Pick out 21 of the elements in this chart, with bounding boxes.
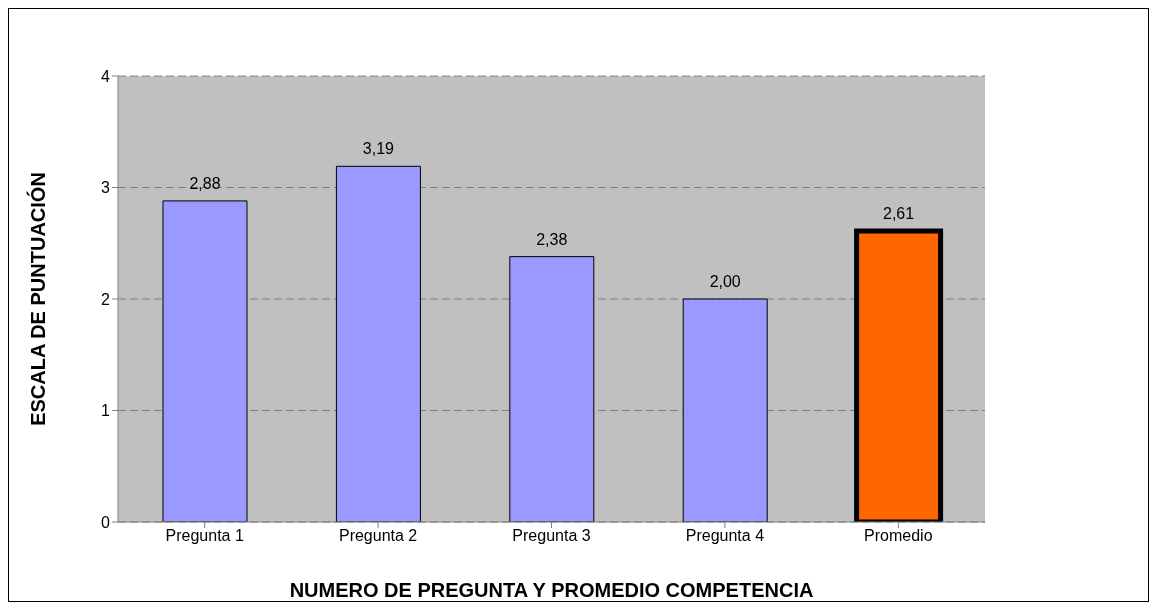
- bar: [335, 165, 421, 522]
- bar: [509, 256, 595, 522]
- y-tick-label: 2: [101, 290, 111, 308]
- y-tick-label: 0: [101, 513, 111, 531]
- y-tick-label: 1: [101, 402, 111, 420]
- x-tick-label: Pregunta 1: [165, 527, 244, 545]
- y-axis-title: ESCALA DE PUNTUACIÓN: [26, 172, 50, 426]
- bar: [162, 200, 248, 522]
- x-tick-label: Promedio: [864, 527, 933, 545]
- y-tick-label: 4: [101, 67, 111, 85]
- data-label: 2,61: [883, 204, 915, 222]
- x-tick-label: Pregunta 4: [685, 527, 765, 545]
- y-tick-label: 3: [101, 179, 111, 197]
- data-label: 2,00: [709, 273, 741, 290]
- data-label: 3,19: [362, 140, 395, 158]
- x-tick-label: Pregunta 3: [512, 527, 591, 545]
- data-label: 2,38: [536, 230, 568, 248]
- x-axis-title: NUMERO DE PREGUNTA Y PROMEDIO COMPETENCIA: [289, 579, 814, 601]
- bar: [682, 298, 768, 522]
- x-tick-label: Pregunta 2: [338, 527, 418, 545]
- data-label: 2,88: [189, 174, 221, 192]
